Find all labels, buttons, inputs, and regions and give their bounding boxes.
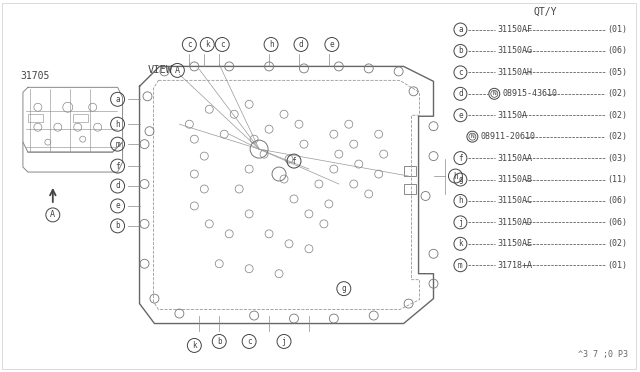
Text: k: k xyxy=(192,341,196,350)
Text: (02): (02) xyxy=(607,111,627,120)
Text: e: e xyxy=(458,111,463,120)
Text: 31150AH: 31150AH xyxy=(497,68,532,77)
Text: (02): (02) xyxy=(607,132,627,141)
Text: a: a xyxy=(115,95,120,104)
Text: f: f xyxy=(292,157,296,166)
Text: h: h xyxy=(269,40,273,49)
Text: (06): (06) xyxy=(607,218,627,227)
Text: b: b xyxy=(458,46,463,55)
Text: g: g xyxy=(458,175,463,184)
Text: A: A xyxy=(175,66,180,75)
Text: h: h xyxy=(453,171,458,180)
Text: b: b xyxy=(115,221,120,230)
Text: c: c xyxy=(220,40,225,49)
Text: d: d xyxy=(299,40,303,49)
Text: 08915-43610: 08915-43610 xyxy=(502,89,557,98)
Text: 08911-20610: 08911-20610 xyxy=(481,132,535,141)
Text: f: f xyxy=(115,161,120,171)
Text: N: N xyxy=(470,134,474,139)
Text: (03): (03) xyxy=(607,154,627,163)
Text: k: k xyxy=(205,40,209,49)
Text: e: e xyxy=(330,40,334,49)
Text: (01): (01) xyxy=(607,261,627,270)
Text: ^3 7 ;0 P3: ^3 7 ;0 P3 xyxy=(578,350,628,359)
Text: (06): (06) xyxy=(607,46,627,55)
Text: (06): (06) xyxy=(607,196,627,205)
Text: d: d xyxy=(458,89,463,98)
Text: e: e xyxy=(115,201,120,211)
Text: 31150AF: 31150AF xyxy=(497,25,532,34)
Text: 31705: 31705 xyxy=(20,71,49,81)
Text: (02): (02) xyxy=(607,239,627,248)
Text: f: f xyxy=(458,154,463,163)
Text: (02): (02) xyxy=(607,89,627,98)
Bar xyxy=(28,114,43,122)
Text: 31150AE: 31150AE xyxy=(497,239,532,248)
Text: h: h xyxy=(115,120,120,129)
Text: 31150AC: 31150AC xyxy=(497,196,532,205)
Text: 31150A: 31150A xyxy=(497,111,527,120)
Text: a: a xyxy=(458,25,463,34)
Text: (11): (11) xyxy=(607,175,627,184)
Text: 31718+A: 31718+A xyxy=(497,261,532,270)
Text: c: c xyxy=(187,40,191,49)
Bar xyxy=(404,184,415,194)
Text: (05): (05) xyxy=(607,68,627,77)
Bar xyxy=(404,166,415,176)
Bar xyxy=(73,114,88,122)
Text: QT/Y: QT/Y xyxy=(533,7,557,17)
Text: g: g xyxy=(342,284,346,293)
Text: 31150AG: 31150AG xyxy=(497,46,532,55)
Text: h: h xyxy=(458,196,463,205)
Text: A: A xyxy=(51,211,55,219)
Text: 31150AA: 31150AA xyxy=(497,154,532,163)
Text: (01): (01) xyxy=(607,25,627,34)
Text: 31150AB: 31150AB xyxy=(497,175,532,184)
Text: 31150AD: 31150AD xyxy=(497,218,532,227)
Text: N: N xyxy=(492,91,496,96)
Text: m: m xyxy=(115,140,120,149)
Text: VIEW: VIEW xyxy=(147,65,173,76)
Text: j: j xyxy=(458,218,463,227)
Text: d: d xyxy=(115,182,120,190)
Text: k: k xyxy=(458,239,463,248)
Text: b: b xyxy=(217,337,221,346)
Text: j: j xyxy=(282,337,286,346)
Text: m: m xyxy=(458,261,463,270)
Text: c: c xyxy=(458,68,463,77)
Text: c: c xyxy=(247,337,252,346)
